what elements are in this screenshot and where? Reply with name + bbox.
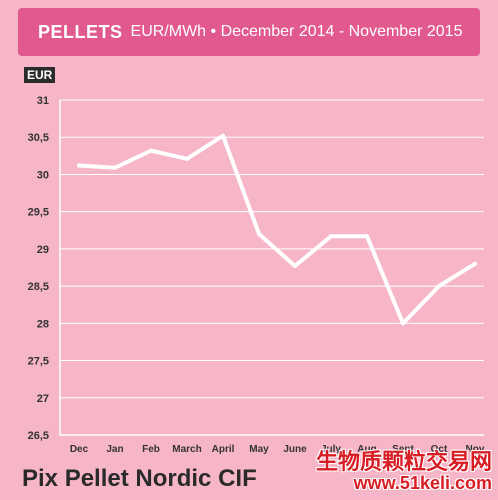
x-tick-label: June [283, 444, 307, 455]
y-tick-label: 29 [37, 244, 49, 256]
x-tick-label: April [212, 444, 235, 455]
data-point [329, 234, 333, 239]
watermark-url: www.51keli.com [353, 473, 492, 494]
data-point [401, 321, 405, 326]
data-point [473, 261, 477, 266]
data-point [77, 163, 81, 168]
data-point [221, 133, 225, 138]
data-point [437, 284, 441, 289]
chart-title: PELLETS [38, 21, 123, 42]
watermark: 生物质颗粒交易网 www.51keli.com [302, 449, 492, 498]
y-tick-label: 31 [37, 95, 49, 107]
footer-title: Pix Pellet Nordic CIF [22, 465, 257, 492]
x-tick-label: Jan [106, 444, 123, 455]
data-point [113, 165, 117, 170]
y-tick-label: 28,5 [28, 281, 49, 293]
y-tick-label: 30 [37, 169, 49, 181]
x-tick-label: Dec [70, 444, 89, 455]
price-line-chart: 31 30,5 30 29,5 29 28,5 28 27,5 27 26,5 Dec Jan Feb M… [28, 95, 485, 455]
data-point [185, 156, 189, 161]
watermark-text: 生物质颗粒交易网 [315, 449, 492, 474]
y-tick-label: 27,5 [28, 356, 49, 368]
x-tick-label: Sept [392, 444, 414, 455]
y-unit-label: EUR [24, 67, 56, 83]
y-tick-label: 29,5 [28, 207, 49, 219]
y-tick-label: 26,5 [28, 430, 49, 442]
x-tick-label: Aug [357, 444, 376, 455]
y-tick-label: 27 [37, 393, 49, 405]
chart-header: PELLETS EUR/MWh • December 2014 - Novemb… [18, 8, 480, 56]
x-tick-label: Nov [466, 444, 485, 455]
data-point [149, 148, 153, 153]
series-line [77, 133, 477, 326]
data-point [365, 234, 369, 239]
x-tick-label: Feb [142, 444, 160, 455]
x-tick-label: May [249, 444, 269, 455]
x-tick-label: July [321, 444, 341, 455]
chart-subtitle: EUR/MWh • December 2014 - November 2015 [130, 23, 463, 40]
x-tick-label: March [172, 444, 201, 455]
y-tick-label: 30,5 [28, 132, 49, 144]
data-point [293, 264, 297, 269]
x-tick-label: Oct [431, 444, 448, 455]
data-point [257, 232, 261, 236]
y-tick-label: 28 [37, 318, 49, 330]
